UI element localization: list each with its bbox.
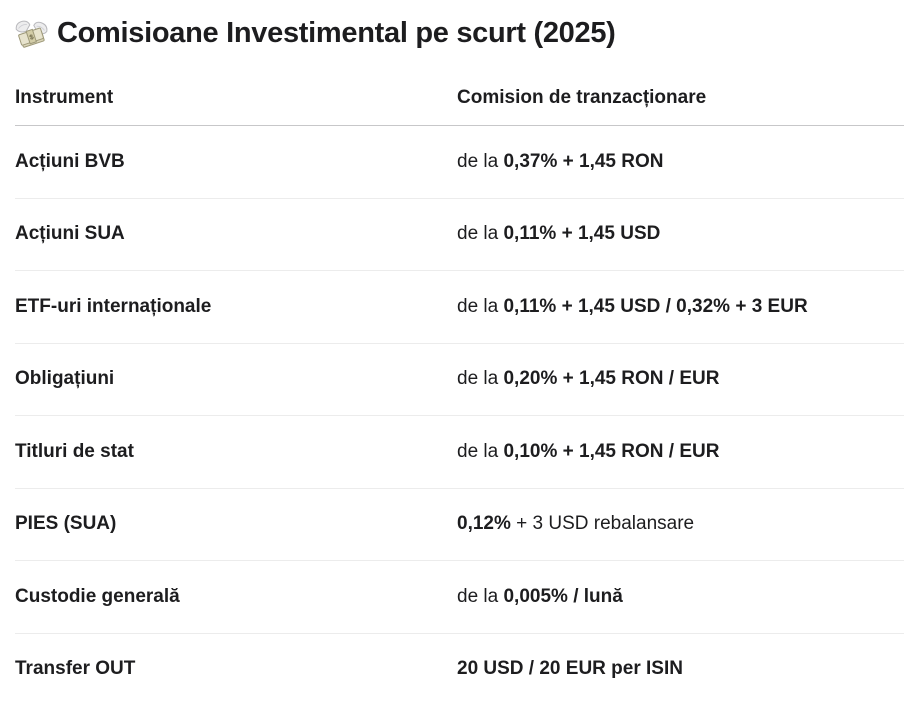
instrument-cell: Titluri de stat (15, 440, 134, 462)
instrument-cell: Custodie generală (15, 585, 180, 607)
commission-prefix: de la (457, 295, 504, 317)
commission-cell: de la 0,005% / lună (457, 585, 904, 609)
commission-suffix: + 3 USD rebalansare (510, 513, 695, 535)
commission-value: 0,20% + 1,45 RON / EUR (503, 368, 720, 390)
table-row: Custodie generală de la 0,005% / lună (15, 561, 904, 634)
table-row: PIES (SUA) 0,12% + 3 USD rebalansare (15, 489, 904, 561)
table-body: Acțiuni BVB de la 0,37% + 1,45 RON Acțiu… (15, 126, 904, 705)
table-row: Acțiuni SUA de la 0,11% + 1,45 USD (15, 199, 904, 271)
table-row: Obligațiuni de la 0,20% + 1,45 RON / EUR (15, 344, 904, 416)
table-row: ETF-uri internaționale de la 0,11% + 1,4… (15, 271, 904, 344)
table-row: Acțiuni BVB de la 0,37% + 1,45 RON (15, 126, 904, 199)
table-header-row: Instrument Comision de tranzacționare (15, 87, 904, 126)
page-title-text: Comisioane Investimental pe scurt (2025) (57, 17, 616, 49)
commission-value: 0,12% (457, 513, 511, 535)
commission-value: 20 USD / 20 EUR per ISIN (457, 658, 683, 680)
commission-cell: 20 USD / 20 EUR per ISIN (457, 657, 904, 681)
svg-text:$: $ (29, 34, 35, 42)
instrument-cell: Acțiuni BVB (15, 150, 125, 172)
commission-cell: de la 0,20% + 1,45 RON / EUR (457, 367, 904, 391)
page-title: $ Comisioane Investimental pe scurt (202… (15, 14, 904, 52)
instrument-cell: Acțiuni SUA (15, 223, 125, 245)
table-row: Titluri de stat de la 0,10% + 1,45 RON /… (15, 416, 904, 489)
commission-cell: de la 0,37% + 1,45 RON (457, 150, 904, 174)
commission-value: 0,11% + 1,45 USD / 0,32% + 3 EUR (503, 295, 808, 317)
commission-prefix: de la (457, 150, 504, 172)
commission-cell: de la 0,11% + 1,45 USD / 0,32% + 3 EUR (457, 295, 904, 319)
commission-cell: de la 0,10% + 1,45 RON / EUR (457, 440, 904, 464)
commission-prefix: de la (457, 368, 504, 390)
instrument-cell: Obligațiuni (15, 368, 115, 390)
instrument-cell: Transfer OUT (15, 658, 136, 680)
commission-cell: de la 0,11% + 1,45 USD (457, 222, 904, 246)
commission-prefix: de la (457, 440, 504, 462)
instrument-cell: ETF-uri internaționale (15, 295, 212, 317)
column-header-commission: Comision de tranzacționare (457, 87, 707, 108)
page: $ Comisioane Investimental pe scurt (202… (0, 14, 908, 705)
money-with-wings-icon: $ (15, 18, 48, 48)
table-row: Transfer OUT 20 USD / 20 EUR per ISIN (15, 634, 904, 706)
fees-table: Instrument Comision de tranzacționare Ac… (15, 87, 904, 705)
commission-prefix: de la (457, 585, 504, 607)
column-header-instrument: Instrument (15, 87, 114, 108)
commission-value: 0,37% + 1,45 RON (503, 150, 664, 172)
instrument-cell: PIES (SUA) (15, 513, 117, 535)
commission-prefix: de la (457, 223, 504, 245)
commission-cell: 0,12% + 3 USD rebalansare (457, 512, 904, 536)
commission-value: 0,005% / lună (503, 585, 623, 607)
commission-value: 0,10% + 1,45 RON / EUR (503, 440, 720, 462)
commission-value: 0,11% + 1,45 USD (503, 223, 661, 245)
